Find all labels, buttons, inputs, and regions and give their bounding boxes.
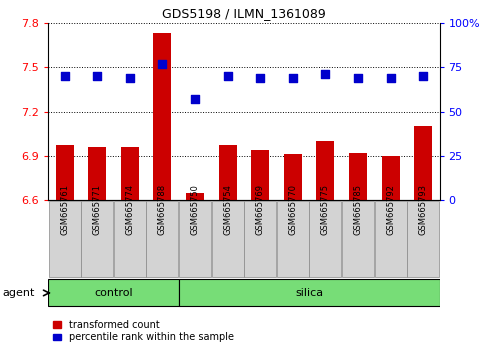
Text: GSM665769: GSM665769 (256, 184, 265, 235)
Bar (88, 147, 106, 200)
Bar (154, 33, 171, 200)
Point (224, 73, 231, 79)
Text: GSM665775: GSM665775 (321, 184, 330, 235)
Bar (56, 145, 73, 200)
FancyBboxPatch shape (244, 201, 276, 277)
Text: GSM665770: GSM665770 (288, 184, 298, 235)
FancyBboxPatch shape (277, 201, 309, 277)
Point (158, 61, 166, 67)
FancyBboxPatch shape (342, 201, 374, 277)
Bar (219, 145, 237, 200)
Point (126, 75, 134, 81)
Point (419, 73, 427, 79)
Text: silica: silica (295, 288, 323, 298)
Bar (349, 153, 367, 200)
Point (289, 75, 297, 81)
Bar (251, 150, 269, 200)
FancyBboxPatch shape (375, 201, 407, 277)
Legend: transformed count, percentile rank within the sample: transformed count, percentile rank withi… (53, 320, 234, 342)
Title: GDS5198 / ILMN_1361089: GDS5198 / ILMN_1361089 (162, 7, 326, 21)
FancyBboxPatch shape (49, 201, 81, 277)
Text: GSM665785: GSM665785 (354, 184, 363, 235)
FancyBboxPatch shape (407, 201, 439, 277)
FancyBboxPatch shape (81, 201, 113, 277)
Text: agent: agent (2, 288, 35, 298)
FancyBboxPatch shape (310, 201, 341, 277)
Bar (316, 141, 334, 200)
Bar (121, 147, 139, 200)
Text: GSM665793: GSM665793 (419, 184, 428, 235)
Text: GSM665761: GSM665761 (60, 184, 69, 235)
Bar (382, 156, 399, 200)
Point (387, 75, 395, 81)
Text: GSM665774: GSM665774 (125, 184, 134, 235)
Text: GSM665754: GSM665754 (223, 184, 232, 235)
Text: GSM665792: GSM665792 (386, 184, 395, 235)
Bar (284, 154, 302, 200)
FancyBboxPatch shape (179, 201, 211, 277)
FancyBboxPatch shape (48, 279, 179, 307)
Point (93, 73, 101, 79)
FancyBboxPatch shape (212, 201, 243, 277)
Text: GSM665750: GSM665750 (190, 184, 199, 235)
Text: GSM665788: GSM665788 (158, 184, 167, 235)
Text: GSM665771: GSM665771 (93, 184, 102, 235)
Bar (414, 126, 432, 200)
Point (256, 75, 264, 81)
FancyBboxPatch shape (179, 279, 440, 307)
Point (61, 73, 69, 79)
FancyBboxPatch shape (146, 201, 178, 277)
Point (191, 96, 199, 102)
Text: control: control (94, 288, 133, 298)
Point (354, 75, 362, 81)
Bar (186, 193, 204, 200)
FancyBboxPatch shape (114, 201, 146, 277)
Point (322, 72, 329, 77)
